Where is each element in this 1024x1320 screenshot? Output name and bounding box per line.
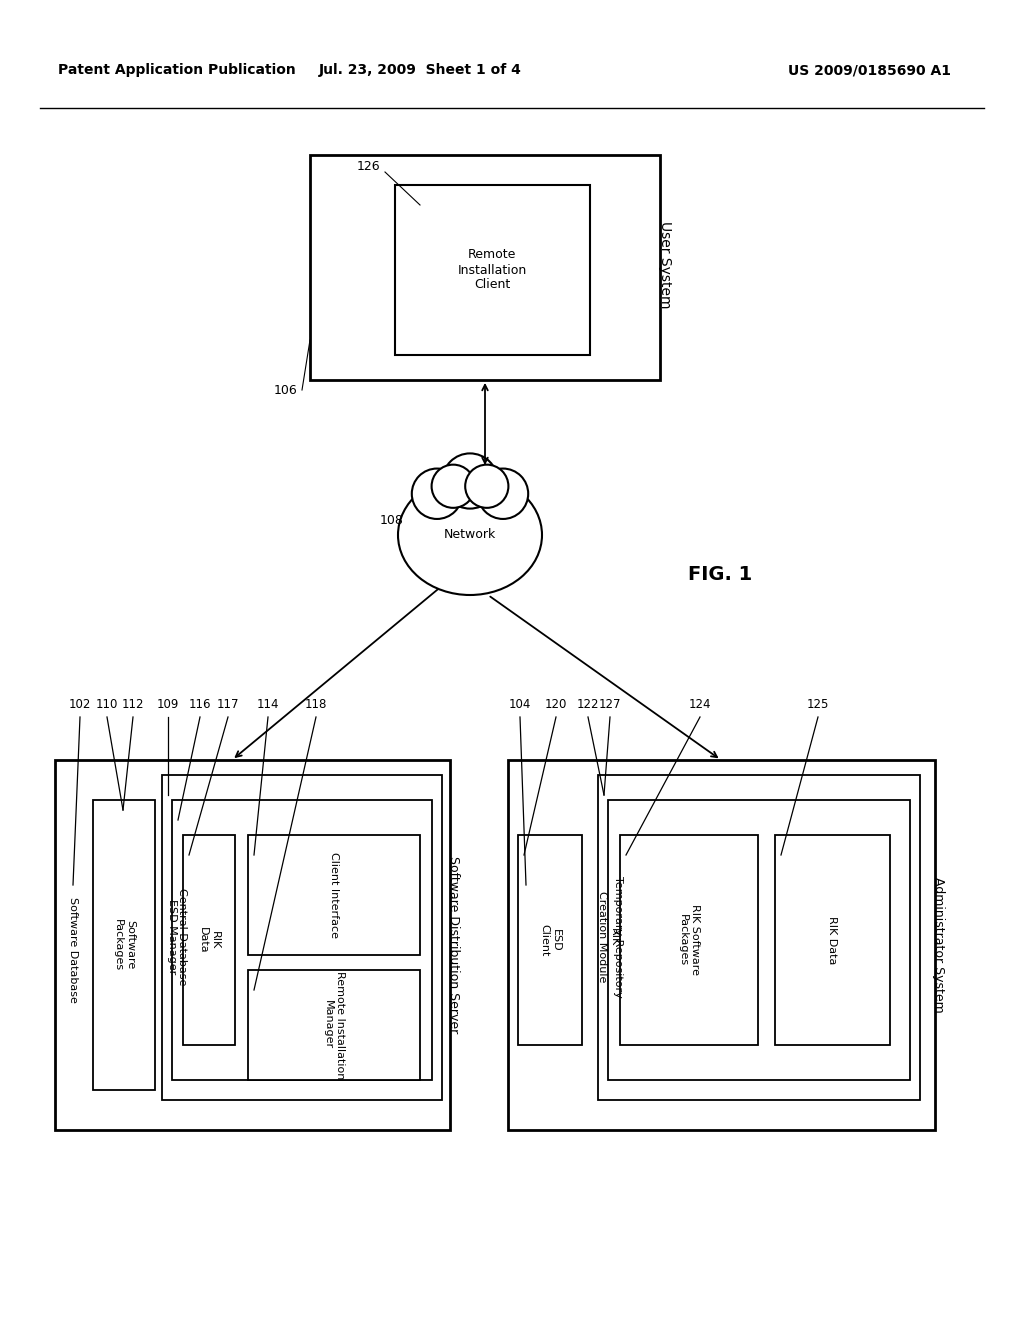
Text: 104: 104 (509, 698, 531, 711)
Text: 109: 109 (157, 698, 179, 711)
Text: RIK Software
Packages: RIK Software Packages (678, 904, 699, 975)
Text: Network: Network (443, 528, 496, 541)
Circle shape (442, 453, 498, 508)
Text: 110: 110 (96, 698, 118, 711)
Bar (248, 970, 420, 1080)
Text: 122: 122 (577, 698, 599, 711)
Text: FIG. 1: FIG. 1 (688, 565, 752, 585)
Bar (55, 760, 450, 1130)
Bar (172, 800, 432, 1080)
Text: 124: 124 (689, 698, 712, 711)
Text: Central Database: Central Database (177, 888, 187, 986)
Bar (183, 836, 234, 1045)
Circle shape (465, 465, 508, 508)
Bar (248, 836, 420, 954)
Text: RIK Data: RIK Data (827, 916, 837, 964)
Text: RIK
Creation Module: RIK Creation Module (597, 891, 618, 982)
Text: 116: 116 (188, 698, 211, 711)
Text: 117: 117 (217, 698, 240, 711)
Text: 127: 127 (599, 698, 622, 711)
Text: 112: 112 (122, 698, 144, 711)
Circle shape (412, 469, 462, 519)
Text: Temporary Repository: Temporary Repository (613, 876, 623, 998)
Bar (518, 836, 582, 1045)
Text: ESD
Client: ESD Client (540, 924, 561, 956)
Text: ESD Manager: ESD Manager (167, 899, 177, 974)
Text: US 2009/0185690 A1: US 2009/0185690 A1 (788, 63, 951, 77)
Text: 108: 108 (380, 513, 403, 527)
Bar (598, 775, 920, 1100)
Text: Remote Installation
Manager: Remote Installation Manager (324, 970, 345, 1080)
Text: 106: 106 (273, 384, 297, 396)
Text: Software Database: Software Database (68, 898, 78, 1003)
Bar (395, 185, 590, 355)
Bar (310, 154, 660, 380)
Ellipse shape (398, 475, 542, 595)
Bar (93, 800, 155, 1090)
Text: 126: 126 (356, 161, 380, 173)
Text: Client Interface: Client Interface (329, 851, 339, 939)
Text: 120: 120 (545, 698, 567, 711)
Text: Software
Packages: Software Packages (114, 919, 135, 972)
Text: Remote
Installation
Client: Remote Installation Client (458, 248, 526, 292)
Bar (162, 775, 442, 1100)
Text: 114: 114 (257, 698, 280, 711)
Text: 118: 118 (305, 698, 328, 711)
Bar (620, 836, 758, 1045)
Text: Patent Application Publication: Patent Application Publication (58, 63, 296, 77)
Text: 125: 125 (807, 698, 829, 711)
Bar (608, 800, 910, 1080)
Text: 102: 102 (69, 698, 91, 711)
Bar (775, 836, 890, 1045)
Circle shape (478, 469, 528, 519)
Text: User System: User System (658, 222, 672, 309)
Text: Software Distribution Server: Software Distribution Server (447, 857, 461, 1034)
Bar (508, 760, 935, 1130)
Text: RIK
Data: RIK Data (199, 927, 220, 953)
Text: Jul. 23, 2009  Sheet 1 of 4: Jul. 23, 2009 Sheet 1 of 4 (318, 63, 521, 77)
Circle shape (431, 465, 475, 508)
Text: Administrator System: Administrator System (932, 876, 944, 1012)
